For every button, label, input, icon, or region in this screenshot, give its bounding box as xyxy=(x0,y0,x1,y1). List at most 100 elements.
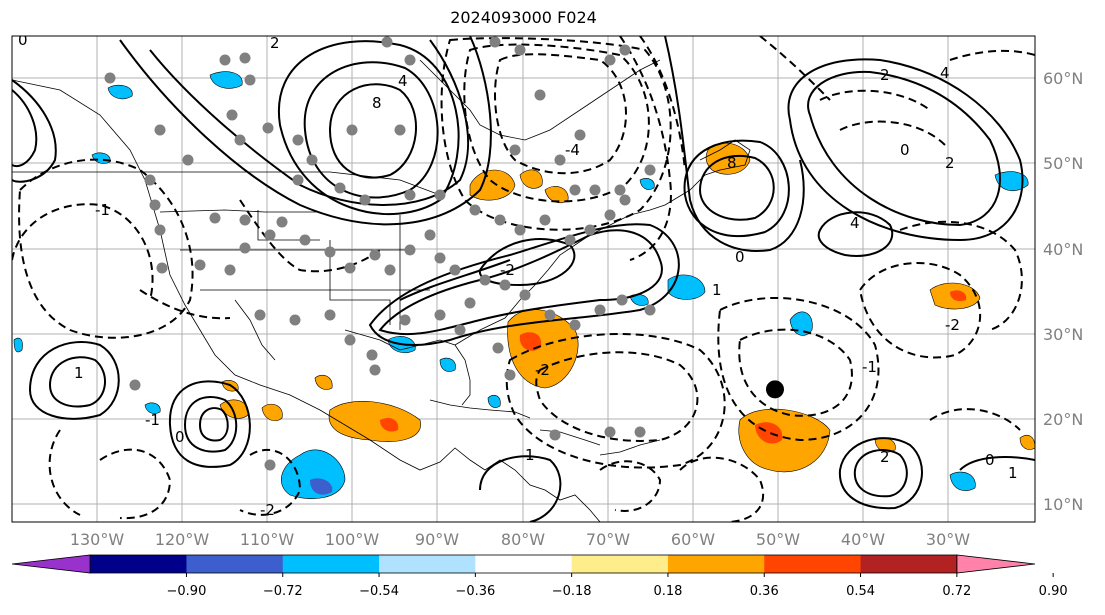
station-dot xyxy=(399,314,411,326)
station-dot xyxy=(224,264,236,276)
station-dot xyxy=(519,289,531,301)
colorbar-segment xyxy=(90,555,187,573)
station-dot xyxy=(226,109,238,121)
colorbar-tick-label: −0.72 xyxy=(263,584,303,599)
colorbar-tick-label: 0.18 xyxy=(653,584,682,599)
contour-label: -2 xyxy=(260,501,275,519)
lon-label: 50°W xyxy=(756,530,800,549)
colorbar-tick-label: −0.36 xyxy=(455,584,495,599)
station-dot xyxy=(239,52,251,64)
station-dot xyxy=(509,144,521,156)
station-dot xyxy=(604,426,616,438)
station-dot xyxy=(469,204,481,216)
contour-label: 2 xyxy=(945,154,955,172)
station-dot xyxy=(344,334,356,346)
station-dot xyxy=(239,242,251,254)
colorbar: −0.90 −0.72 −0.54 −0.36 −0.18 0.18 0.36 0.54 0.7… xyxy=(11,554,1068,599)
station-dot xyxy=(334,182,346,194)
station-dot xyxy=(504,369,516,381)
station-dot xyxy=(292,174,304,186)
station-dot xyxy=(619,194,631,206)
station-dot xyxy=(514,44,526,56)
colorbar-tick-label: 0.54 xyxy=(846,584,875,599)
colorbar-segment xyxy=(379,555,476,573)
negative-contours xyxy=(12,36,1035,522)
station-dot xyxy=(594,304,606,316)
contour-label: 0 xyxy=(900,141,910,159)
colorbar-extend-high xyxy=(956,554,1036,574)
storm-center-marker xyxy=(765,380,784,399)
lat-label: 10°N xyxy=(1043,495,1083,514)
contour-label: -1 xyxy=(145,411,160,429)
colorbar-segment xyxy=(282,555,380,573)
colorbar-segment xyxy=(475,555,573,573)
lon-label: 70°W xyxy=(586,530,630,549)
contour-label: 0 xyxy=(985,451,995,469)
contour-label: -2 xyxy=(945,316,960,334)
station-dot xyxy=(384,264,396,276)
station-dot xyxy=(554,154,566,166)
station-dot xyxy=(514,224,526,236)
contour-label: 1 xyxy=(1008,464,1018,482)
contour-label: -1 xyxy=(95,201,110,219)
station-dot xyxy=(619,44,631,56)
station-dot xyxy=(569,184,581,196)
contour-label: 8 xyxy=(372,94,382,112)
lat-label: 20°N xyxy=(1043,410,1083,429)
station-dot xyxy=(394,124,406,136)
coastlines xyxy=(12,59,751,522)
station-dot xyxy=(404,189,416,201)
station-dot xyxy=(644,304,656,316)
station-dot xyxy=(564,234,576,246)
station-dot xyxy=(276,216,288,228)
station-dot xyxy=(404,54,416,66)
colorbar-tick-label: −0.18 xyxy=(552,584,592,599)
negative-anomaly-shading xyxy=(13,71,1029,499)
colorbar-frame xyxy=(89,554,958,574)
station-dot xyxy=(604,209,616,221)
station-dot xyxy=(262,122,274,134)
station-dot xyxy=(369,249,381,261)
longitude-labels: 130°W 120°W 110°W 100°W 90°W 80°W 70°W 6… xyxy=(70,530,970,549)
station-dot xyxy=(182,154,194,166)
station-dot xyxy=(614,184,626,196)
contour-label: 2 xyxy=(880,66,890,84)
station-dot xyxy=(549,429,561,441)
contour-label: 4 xyxy=(940,64,950,82)
lon-label: 100°W xyxy=(325,530,380,549)
lon-label: 120°W xyxy=(155,530,210,549)
station-dot xyxy=(492,342,504,354)
station-dot xyxy=(129,379,141,391)
lon-label: 30°W xyxy=(926,530,970,549)
colorbar-tick-label: −0.54 xyxy=(359,584,399,599)
station-dot xyxy=(644,164,656,176)
lon-label: 110°W xyxy=(240,530,295,549)
station-dot xyxy=(366,349,378,361)
station-dot xyxy=(404,244,416,256)
contour-label: -1 xyxy=(862,358,877,376)
plot-frame xyxy=(11,35,1036,523)
station-dot xyxy=(299,234,311,246)
lon-label: 60°W xyxy=(671,530,715,549)
station-dot xyxy=(292,134,304,146)
station-dot xyxy=(534,89,546,101)
map-title: 2024093000 F024 xyxy=(450,8,597,27)
contour-label: -2 xyxy=(535,361,550,379)
contour-labels: 8 4 2 0 -4 -2 1 -1 8 4 2 0 2 4 0 -2 1 -1… xyxy=(18,31,1018,519)
contour-label: 4 xyxy=(850,214,860,232)
station-dot xyxy=(209,212,221,224)
positive-contours xyxy=(12,36,1035,522)
lon-label: 80°W xyxy=(501,530,545,549)
station-dot xyxy=(219,54,231,66)
contour-label: 0 xyxy=(18,31,28,49)
station-dot xyxy=(156,262,168,274)
station-dot xyxy=(489,36,501,48)
latitude-labels: 60°N 50°N 40°N 30°N 20°N 10°N xyxy=(1043,69,1083,514)
colorbar-segment xyxy=(860,555,958,573)
station-dot xyxy=(244,74,256,86)
contour-label: 8 xyxy=(727,154,737,172)
colorbar-tick-label: −0.90 xyxy=(167,584,207,599)
colorbar-extend-low xyxy=(11,554,91,574)
station-dot xyxy=(194,259,206,271)
contour-label: 2 xyxy=(880,448,890,466)
